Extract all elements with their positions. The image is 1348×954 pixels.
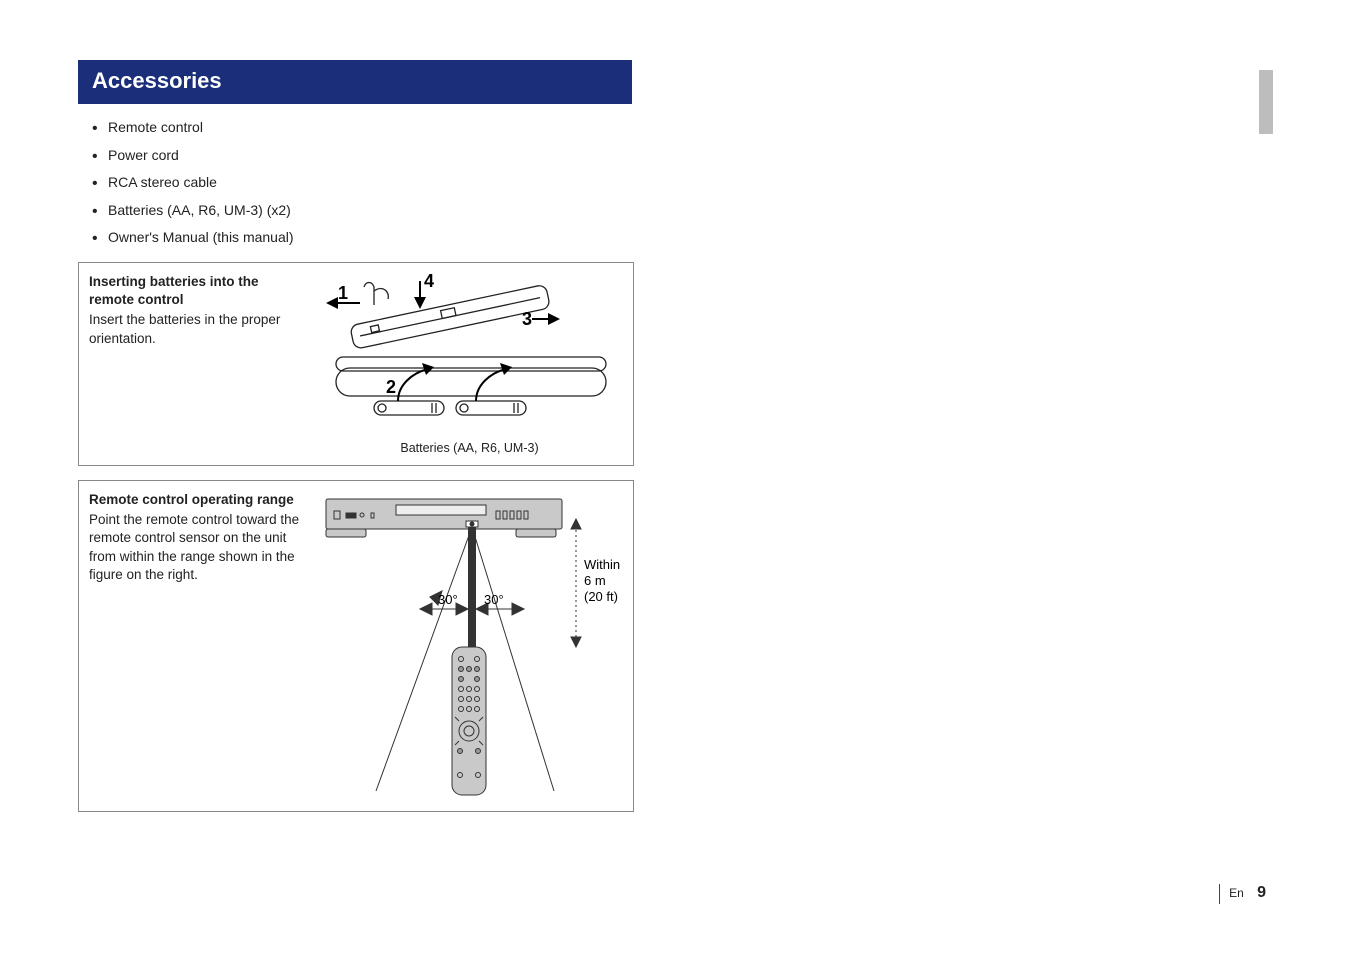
list-item: Remote control <box>92 118 1278 138</box>
list-item-label: Power cord <box>108 147 179 163</box>
battery-step-2: 2 <box>386 377 396 397</box>
battery-caption: Batteries (AA, R6, UM-3) <box>316 441 623 455</box>
range-diagram: Within 6 m (20 ft) <box>316 491 636 801</box>
range-angle-right: 30° <box>484 592 504 607</box>
footer-lang: En <box>1229 886 1244 900</box>
battery-step-1: 1 <box>338 283 348 303</box>
range-panel-text: Remote control operating range Point the… <box>89 491 304 801</box>
footer-divider <box>1219 884 1220 904</box>
list-item-label: Owner's Manual (this manual) <box>108 229 294 245</box>
battery-panel-body: Insert the batteries in the proper orien… <box>89 311 304 347</box>
section-header: Accessories <box>78 60 632 104</box>
battery-diagram: 1 4 3 2 Batteries (AA, R6, UM-3) <box>316 273 623 455</box>
footer-page-number: 9 <box>1257 884 1266 901</box>
range-angle-left: 30° <box>438 592 458 607</box>
list-item: RCA stereo cable <box>92 173 1278 193</box>
range-svg: Within 6 m (20 ft) <box>316 491 636 801</box>
list-item-label: Batteries (AA, R6, UM-3) (x2) <box>108 202 291 218</box>
battery-panel-text: Inserting batteries into the remote cont… <box>89 273 304 455</box>
list-item-label: Remote control <box>108 119 203 135</box>
battery-panel: Inserting batteries into the remote cont… <box>78 262 634 466</box>
page-footer: En 9 <box>1219 884 1266 904</box>
battery-step-3: 3 <box>522 309 532 329</box>
list-item-label: RCA stereo cable <box>108 174 217 190</box>
battery-svg: 1 4 3 2 <box>316 273 621 438</box>
range-distance-1: Within <box>584 557 620 572</box>
range-distance-3: (20 ft) <box>584 589 618 604</box>
accessories-list: Remote control Power cord RCA stereo cab… <box>92 118 1278 248</box>
list-item: Power cord <box>92 146 1278 166</box>
range-panel: Remote control operating range Point the… <box>78 480 634 812</box>
section-title: Accessories <box>92 68 222 93</box>
range-panel-body: Point the remote control toward the remo… <box>89 511 304 584</box>
page-content: Accessories Remote control Power cord RC… <box>78 60 1278 812</box>
battery-panel-title: Inserting batteries into the remote cont… <box>89 273 304 309</box>
list-item: Owner's Manual (this manual) <box>92 228 1278 248</box>
range-distance-2: 6 m <box>584 573 606 588</box>
list-item: Batteries (AA, R6, UM-3) (x2) <box>92 201 1278 221</box>
battery-step-4: 4 <box>424 273 434 291</box>
range-panel-title: Remote control operating range <box>89 491 304 509</box>
